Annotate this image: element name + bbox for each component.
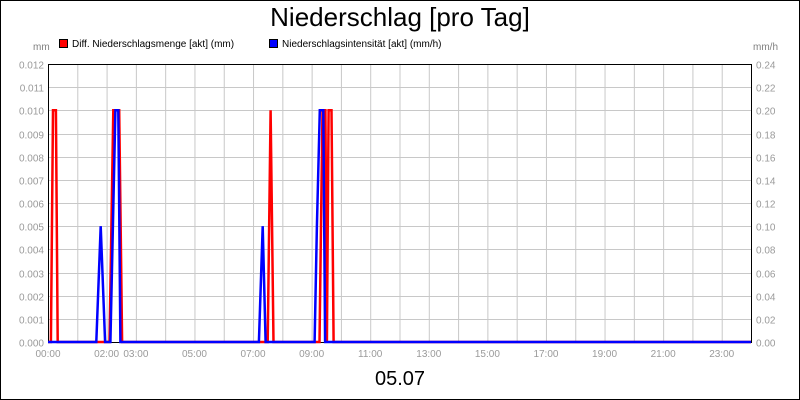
y-right-tick-label: 0.12 xyxy=(756,200,776,211)
y-right-tick-label: 0.16 xyxy=(756,154,776,165)
x-tick-label: 23:00 xyxy=(709,349,734,360)
legend-swatch-red xyxy=(59,39,68,48)
x-tick-label: 07:00 xyxy=(241,349,266,360)
y-left-tick-label: 0.009 xyxy=(19,131,44,142)
right-axis-unit: mm/h xyxy=(753,42,778,53)
legend-item-intensitaet: Niederschlagsintensität [akt] (mm/h) xyxy=(269,39,442,51)
y-right-tick-label: 0.02 xyxy=(756,316,776,327)
x-tick-label: 17:00 xyxy=(533,349,558,360)
x-tick-label: 13:00 xyxy=(416,349,441,360)
chart-title: Niederschlag [pro Tag] xyxy=(270,2,530,32)
x-tick-label: 11:00 xyxy=(358,349,383,360)
series-line-intensitaet xyxy=(48,109,751,344)
y-right-tick-label: 0.18 xyxy=(756,131,776,142)
x-tick-label: 15:00 xyxy=(475,349,500,360)
y-right-tick-label: 0.00 xyxy=(756,339,776,350)
y-left-tick-label: 0.001 xyxy=(19,316,44,327)
y-left-tick-label: 0.003 xyxy=(19,270,44,281)
y-right-tick-label: 0.20 xyxy=(756,107,776,118)
y-left-tick-label: 0.010 xyxy=(19,107,44,118)
legend-swatch-blue xyxy=(269,39,278,48)
x-axis-date-label: 05.07 xyxy=(374,368,426,390)
x-tick-label: 09:00 xyxy=(299,349,324,360)
y-right-tick-label: 0.08 xyxy=(756,246,776,257)
x-tick-label: 03:00 xyxy=(123,349,148,360)
y-left-tick-label: 0.004 xyxy=(19,246,44,257)
series-line-menge xyxy=(48,109,751,344)
y-right-tick-label: 0.10 xyxy=(756,223,776,234)
x-tick-label: 00:00 xyxy=(35,349,60,360)
y-left-tick-label: 0.005 xyxy=(19,223,44,234)
x-tick-label: 19:00 xyxy=(592,349,617,360)
y-right-tick-label: 0.04 xyxy=(756,293,776,304)
y-left-tick-label: 0.002 xyxy=(19,293,44,304)
legend-item-menge: Diff. Niederschlagsmenge [akt] (mm) xyxy=(59,39,234,51)
x-tick-label: 02:00 xyxy=(94,349,119,360)
y-left-tick-label: 0.008 xyxy=(19,154,44,165)
y-left-tick-label: 0.012 xyxy=(19,61,44,72)
legend-label-intensitaet: Niederschlagsintensität [akt] (mm/h) xyxy=(282,39,442,50)
y-left-tick-label: 0.006 xyxy=(19,200,44,211)
x-tick-label: 21:00 xyxy=(651,349,676,360)
x-tick-label: 05:00 xyxy=(182,349,207,360)
y-right-tick-label: 0.24 xyxy=(756,61,776,72)
y-left-tick-label: 0.007 xyxy=(19,177,44,188)
legend-label-menge: Diff. Niederschlagsmenge [akt] (mm) xyxy=(72,39,235,50)
y-right-tick-label: 0.22 xyxy=(756,84,776,95)
y-left-tick-label: 0.000 xyxy=(19,339,44,350)
y-right-tick-label: 0.14 xyxy=(756,177,776,188)
left-axis-unit: mm xyxy=(33,42,50,53)
y-right-tick-label: 0.06 xyxy=(756,270,776,281)
y-left-tick-label: 0.011 xyxy=(20,84,45,95)
